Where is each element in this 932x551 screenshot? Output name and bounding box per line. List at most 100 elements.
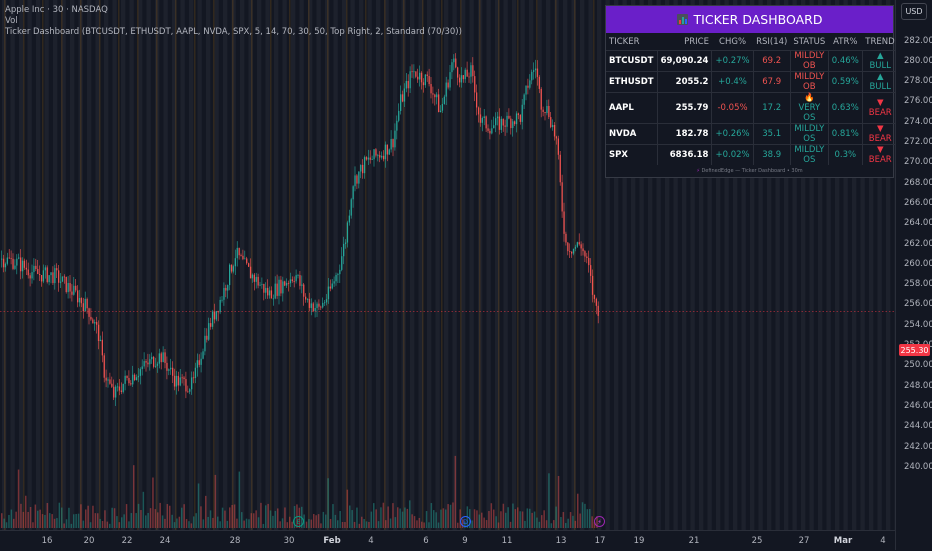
volume-bar — [89, 522, 92, 528]
candle-body — [306, 298, 309, 300]
volume-bar — [73, 514, 75, 528]
volume-bar — [591, 516, 593, 528]
time-label: 6 — [423, 536, 429, 546]
dashboard-rsi-cell: 38.9 — [752, 144, 791, 165]
session-band — [580, 0, 585, 530]
time-label: 13 — [555, 536, 567, 546]
symbol-label[interactable]: Apple Inc · 30 · NASDAQ — [5, 5, 108, 15]
session-band — [27, 0, 32, 530]
price-chart[interactable] — [0, 0, 895, 530]
candle-body — [86, 298, 88, 309]
volume-bar — [34, 504, 37, 528]
candle-body — [550, 117, 552, 128]
candle-body — [443, 96, 445, 104]
volume-bar — [82, 520, 85, 528]
candle-body — [318, 303, 320, 307]
dividend-event[interactable]: D — [460, 516, 471, 527]
price-tick: 246.00 — [904, 400, 932, 411]
candle-body — [101, 339, 103, 356]
candle-body — [246, 258, 248, 264]
volume-bar — [250, 513, 253, 528]
candle-body — [590, 265, 592, 276]
candle-body — [44, 267, 46, 271]
volume-bar — [353, 521, 356, 528]
session-divider — [4, 0, 6, 530]
candle-body — [398, 110, 400, 121]
session-band — [648, 0, 653, 530]
volume-bar — [557, 475, 560, 528]
candle-body — [363, 157, 366, 174]
session-divider — [23, 0, 25, 530]
session-band — [784, 0, 789, 530]
session-band — [894, 0, 895, 530]
candle-body — [208, 323, 210, 340]
candle-body — [419, 72, 421, 80]
volume-bar — [349, 505, 351, 528]
price-tick: 262.00 — [904, 238, 932, 249]
chart-area[interactable]: Apple Inc · 30 · NASDAQ Vol Ticker Dashb… — [0, 0, 895, 530]
volume-bar — [560, 517, 562, 528]
indicator-label[interactable]: Ticker Dashboard (BTCUSDT, ETHUSDT, AAPL… — [5, 27, 462, 37]
split-event[interactable]: ⚡ — [594, 516, 605, 527]
volume-bar — [137, 503, 140, 528]
candle-body — [479, 114, 482, 123]
candle-body — [546, 105, 548, 114]
time-label: 21 — [688, 536, 700, 546]
volume-bar — [53, 518, 56, 528]
candle-body — [453, 58, 455, 63]
dashboard-price-cell: 6836.18 — [656, 144, 712, 165]
volume-bar — [176, 518, 178, 528]
volume-bar — [577, 493, 579, 528]
volume-bar — [541, 515, 543, 528]
session-band — [614, 0, 619, 530]
volume-bar — [202, 519, 205, 528]
dashboard-footer: ⚡ DefinedEdge — Ticker Dashboard • 30m — [606, 165, 893, 177]
volume-bar — [5, 522, 8, 528]
volume-bar — [421, 521, 423, 528]
candle-body — [533, 70, 535, 72]
session-band — [767, 0, 772, 530]
candle-body — [325, 299, 328, 303]
volume-bar — [39, 509, 41, 528]
candle-body — [84, 298, 86, 312]
volume-bar — [284, 507, 286, 528]
candle-body — [242, 255, 244, 260]
candle-body — [350, 199, 352, 216]
volume-bar — [243, 520, 245, 528]
volume-bar — [313, 514, 315, 528]
volume-bar — [397, 507, 399, 528]
time-axis[interactable]: 16 20 22 24 28 30 Feb 4 6 9 11 13 17 19 21 25 27 Mar 4 — [0, 530, 895, 551]
volume-bar — [185, 519, 188, 528]
volume-bar — [375, 509, 377, 528]
candle-body — [166, 362, 168, 371]
candle-body — [96, 322, 98, 325]
volume-bar — [272, 515, 274, 528]
candle-body — [487, 128, 489, 131]
volume-bar — [231, 504, 233, 528]
earnings-event[interactable]: E — [293, 516, 304, 527]
candle-body — [139, 369, 141, 376]
candle-body — [48, 275, 50, 283]
volume-bar — [303, 514, 305, 528]
candle-body — [185, 379, 187, 392]
candle-body — [268, 290, 271, 296]
time-label: 30 — [283, 536, 295, 546]
volume-bar — [32, 522, 34, 528]
candle-body — [468, 76, 470, 78]
candle-body — [61, 276, 64, 282]
candle-body — [289, 279, 292, 284]
volume-bar — [255, 510, 257, 528]
volume-bar — [58, 502, 61, 528]
candle-body — [59, 281, 62, 283]
candle-body — [37, 268, 39, 275]
volume-label[interactable]: Vol — [5, 16, 18, 26]
candle-body — [33, 265, 35, 273]
candle-body — [491, 128, 493, 134]
volume-bar — [406, 508, 409, 528]
currency-button[interactable]: USD — [901, 3, 927, 20]
price-axis[interactable]: 282.00 280.00 278.00 276.00 274.00 272.00 270.… — [895, 0, 932, 550]
candle-body — [105, 377, 107, 381]
session-divider — [498, 0, 500, 530]
volume-bar — [315, 515, 317, 528]
volume-bar — [394, 517, 397, 528]
